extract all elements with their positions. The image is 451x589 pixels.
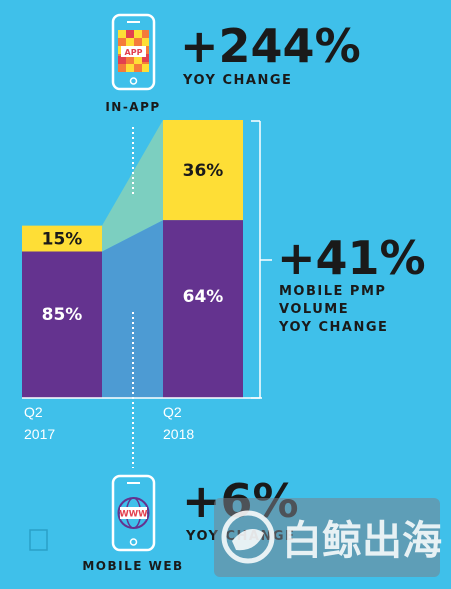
mobile-web-connector-band xyxy=(102,220,163,398)
data-label-in-app-1: 36% xyxy=(183,161,224,181)
bar-mobile-web-1 xyxy=(163,220,243,398)
whale-logo-icon xyxy=(221,510,275,564)
phone-app-icon: APP xyxy=(111,13,156,91)
total-bracket xyxy=(251,120,272,399)
data-label-mobile-web-1: 64% xyxy=(183,287,224,307)
x-tick-label-2018-line1: Q2 xyxy=(163,404,182,420)
decorative-square xyxy=(29,529,48,551)
x-tick-label-2017-line1: Q2 xyxy=(24,404,43,420)
bars-group: 85% 15% 64% 36% xyxy=(22,120,243,398)
watermark: 白鲸出海 xyxy=(214,498,442,577)
app-badge-text: APP xyxy=(125,48,143,57)
bar-mobile-web-0 xyxy=(22,251,102,398)
total-caption-line1: MOBILE PMP xyxy=(279,284,386,299)
mobile-web-label: MOBILE WEB xyxy=(82,559,183,573)
data-label-in-app-0: 15% xyxy=(42,230,83,250)
in-app-change-caption: YOY CHANGE xyxy=(182,73,292,88)
total-change-value: +41% xyxy=(277,231,426,285)
phone-www-icon: WWW xyxy=(111,474,156,552)
x-tick-label-2018-line2: 2018 xyxy=(163,426,194,442)
bar-in-app-0 xyxy=(22,225,102,252)
data-label-mobile-web-0: 85% xyxy=(42,305,83,325)
watermark-text: 白鲸出海 xyxy=(282,518,442,564)
in-app-label: IN-APP xyxy=(105,100,160,114)
x-tick-label-2017-line2: 2017 xyxy=(24,426,55,442)
bar-in-app-1 xyxy=(163,120,243,221)
total-caption-line2: VOLUME xyxy=(279,302,349,317)
total-caption-line3: YOY CHANGE xyxy=(278,320,388,335)
www-badge-text: WWW xyxy=(119,510,148,520)
in-app-connector-band xyxy=(102,120,163,252)
in-app-change-value: +244% xyxy=(180,19,361,73)
